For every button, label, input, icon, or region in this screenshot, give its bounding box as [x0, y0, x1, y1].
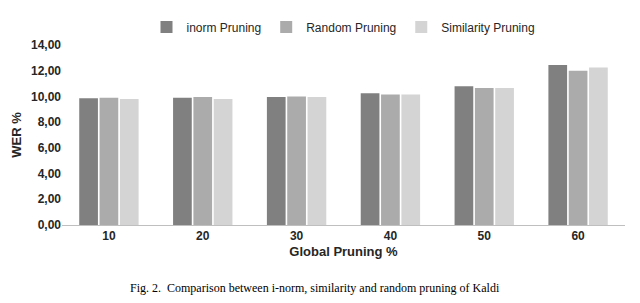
svg-text:8,00: 8,00 [38, 115, 62, 129]
svg-text:inorm Pruning: inorm Pruning [187, 21, 262, 35]
svg-text:14,00: 14,00 [31, 38, 61, 52]
svg-text:6,00: 6,00 [38, 141, 62, 155]
svg-text:Random Pruning: Random Pruning [306, 21, 396, 35]
svg-text:60: 60 [571, 229, 585, 243]
svg-text:Fig. 2. Comparison between i-: Fig. 2. Comparison between i-norm, simil… [130, 281, 500, 295]
svg-text:WER %: WER % [9, 112, 24, 158]
svg-text:Similarity Pruning: Similarity Pruning [441, 21, 534, 35]
svg-text:10: 10 [102, 229, 116, 243]
svg-text:0,00: 0,00 [38, 218, 62, 232]
svg-text:2,00: 2,00 [38, 192, 62, 206]
svg-text:20: 20 [196, 229, 210, 243]
svg-text:4,00: 4,00 [38, 167, 62, 181]
svg-text:40: 40 [384, 229, 398, 243]
svg-text:12,00: 12,00 [31, 64, 61, 78]
svg-text:10,00: 10,00 [31, 90, 61, 104]
svg-text:Global Pruning %: Global Pruning % [289, 244, 398, 259]
svg-text:30: 30 [290, 229, 304, 243]
svg-text:50: 50 [478, 229, 492, 243]
